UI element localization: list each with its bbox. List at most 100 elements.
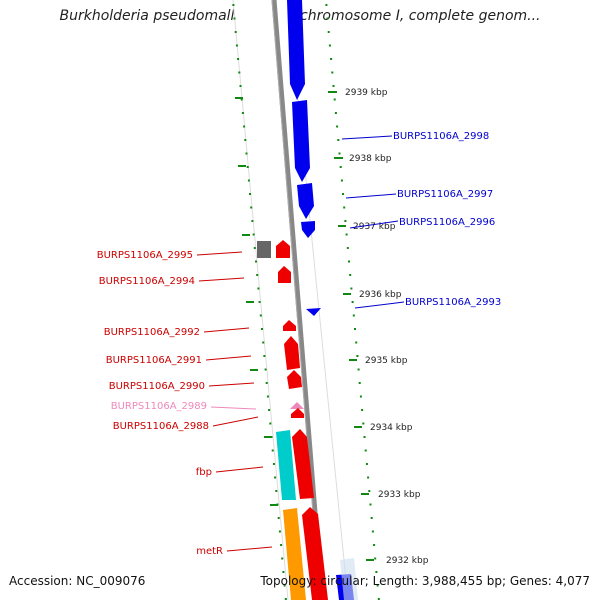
map-band bbox=[233, 0, 348, 600]
tick-dot bbox=[369, 503, 372, 506]
label-burps1106a-2998[interactable]: BURPS1106A_2998 bbox=[393, 131, 489, 142]
gene-burps1106a-2992[interactable] bbox=[283, 320, 296, 331]
tick-dot bbox=[361, 409, 364, 411]
label-metR[interactable]: metR bbox=[196, 546, 223, 557]
leader-line bbox=[203, 327, 250, 333]
label-burps1106a-2991[interactable]: BURPS1106A_2991 bbox=[106, 355, 202, 366]
tick-dot bbox=[371, 530, 374, 533]
tick-dot bbox=[359, 395, 362, 398]
gene-burps1106a-2994[interactable] bbox=[278, 266, 291, 283]
tick-label-2938: 2938 kbp bbox=[349, 154, 392, 164]
gene-fbp[interactable] bbox=[292, 429, 314, 499]
tick-dot bbox=[325, 4, 328, 6]
metR-orange-feature bbox=[283, 508, 306, 600]
label-burps1106a-2994[interactable]: BURPS1106A_2994 bbox=[99, 276, 195, 287]
tick-dot bbox=[244, 139, 247, 141]
tick-dot bbox=[233, 17, 236, 20]
tick-dot bbox=[373, 544, 376, 546]
tick-dot bbox=[253, 247, 256, 249]
tick-dot bbox=[269, 422, 272, 425]
gene-burps1106a-2991[interactable] bbox=[284, 336, 300, 370]
right-tick-ring bbox=[325, 4, 380, 600]
tick-dot bbox=[376, 584, 379, 587]
gene-burps1106a-2989[interactable] bbox=[290, 402, 304, 409]
label-burps1106a-2988[interactable]: BURPS1106A_2988 bbox=[113, 421, 209, 432]
leader-line bbox=[210, 406, 257, 410]
leader-line bbox=[226, 546, 273, 552]
gene-burps1106a-2998[interactable] bbox=[292, 100, 310, 182]
tick-dot bbox=[374, 557, 377, 560]
tick-dot bbox=[265, 382, 268, 384]
gene-burps1106a-2993[interactable] bbox=[306, 308, 321, 316]
tick-dot bbox=[263, 355, 266, 357]
gene-forward-top[interactable] bbox=[287, 0, 305, 100]
tick-dot bbox=[239, 85, 242, 87]
tick-dot bbox=[266, 395, 269, 398]
tick-dot bbox=[284, 598, 287, 600]
tick-dot bbox=[262, 341, 265, 344]
tick-dot bbox=[268, 409, 271, 411]
tick-dot bbox=[241, 112, 244, 114]
leader-line bbox=[212, 416, 259, 427]
tick-dot bbox=[362, 422, 365, 425]
gene-burps1106a-2996[interactable] bbox=[301, 221, 315, 238]
gene-forward-bottom-shadow bbox=[340, 558, 358, 600]
tick-dot bbox=[364, 449, 367, 452]
label-fbp[interactable]: fbp bbox=[196, 467, 212, 478]
kbp-scale: 2939 kbp 2938 kbp 2937 kbp 2936 kbp 2935… bbox=[328, 88, 429, 566]
tick-dot bbox=[370, 517, 373, 519]
tick-dot bbox=[278, 530, 281, 533]
label-burps1106a-2997[interactable]: BURPS1106A_2997 bbox=[397, 189, 493, 200]
tick-label-2937: 2937 kbp bbox=[353, 222, 396, 232]
tick-dot bbox=[259, 314, 262, 317]
tick-dot bbox=[257, 287, 260, 290]
tick-dot bbox=[281, 557, 284, 560]
tick-dot bbox=[349, 274, 352, 276]
tick-dot bbox=[368, 490, 371, 492]
tick-dot bbox=[238, 71, 241, 74]
tick-dot bbox=[350, 287, 353, 290]
gene-metR[interactable] bbox=[302, 507, 328, 600]
tick-dot bbox=[357, 368, 360, 371]
tick-dot bbox=[251, 220, 254, 222]
leader-line bbox=[345, 193, 397, 199]
label-burps1106a-2989[interactable]: BURPS1106A_2989 bbox=[111, 401, 207, 412]
gene-burps1106a-2988[interactable] bbox=[291, 408, 304, 418]
tick-dot bbox=[337, 139, 340, 141]
tick-dot bbox=[234, 31, 237, 33]
tick-dot bbox=[336, 125, 339, 128]
tick-dot bbox=[271, 449, 274, 452]
fbp-cyan-feature bbox=[276, 430, 296, 500]
label-burps1106a-2990[interactable]: BURPS1106A_2990 bbox=[109, 381, 205, 392]
label-burps1106a-2996[interactable]: BURPS1106A_2996 bbox=[399, 217, 495, 228]
tick-dot bbox=[245, 152, 248, 155]
tick-dot bbox=[283, 584, 286, 587]
leader-line bbox=[354, 301, 405, 309]
tick-label-2935: 2935 kbp bbox=[365, 356, 408, 366]
tick-dot bbox=[249, 193, 251, 195]
gene-burps1106a-2990[interactable] bbox=[287, 370, 302, 389]
tick-dot bbox=[342, 193, 344, 195]
label-burps1106a-2995[interactable]: BURPS1106A_2995 bbox=[97, 250, 193, 261]
tick-dot bbox=[365, 463, 368, 465]
gene-burps1106a-2995[interactable] bbox=[276, 240, 290, 258]
tick-dot bbox=[328, 44, 331, 47]
tick-dot bbox=[255, 260, 257, 263]
label-burps1106a-2993[interactable]: BURPS1106A_2993 bbox=[405, 297, 501, 308]
tick-dot bbox=[354, 328, 356, 330]
tick-dot bbox=[340, 179, 343, 182]
tick-dot bbox=[258, 301, 261, 303]
tick-dot bbox=[344, 220, 347, 222]
leader-line bbox=[215, 466, 264, 473]
left-tick-ring bbox=[232, 4, 287, 600]
tick-dot bbox=[232, 4, 235, 6]
tick-dot bbox=[355, 341, 358, 344]
gray-feature bbox=[257, 241, 271, 258]
tick-dot bbox=[250, 206, 253, 209]
band-right-border bbox=[287, 0, 349, 600]
tick-dot bbox=[277, 517, 280, 519]
gene-burps1106a-2997[interactable] bbox=[297, 183, 314, 219]
tick-dot bbox=[367, 476, 370, 479]
label-burps1106a-2992[interactable]: BURPS1106A_2992 bbox=[104, 327, 200, 338]
left-minor-ticks bbox=[235, 97, 278, 506]
